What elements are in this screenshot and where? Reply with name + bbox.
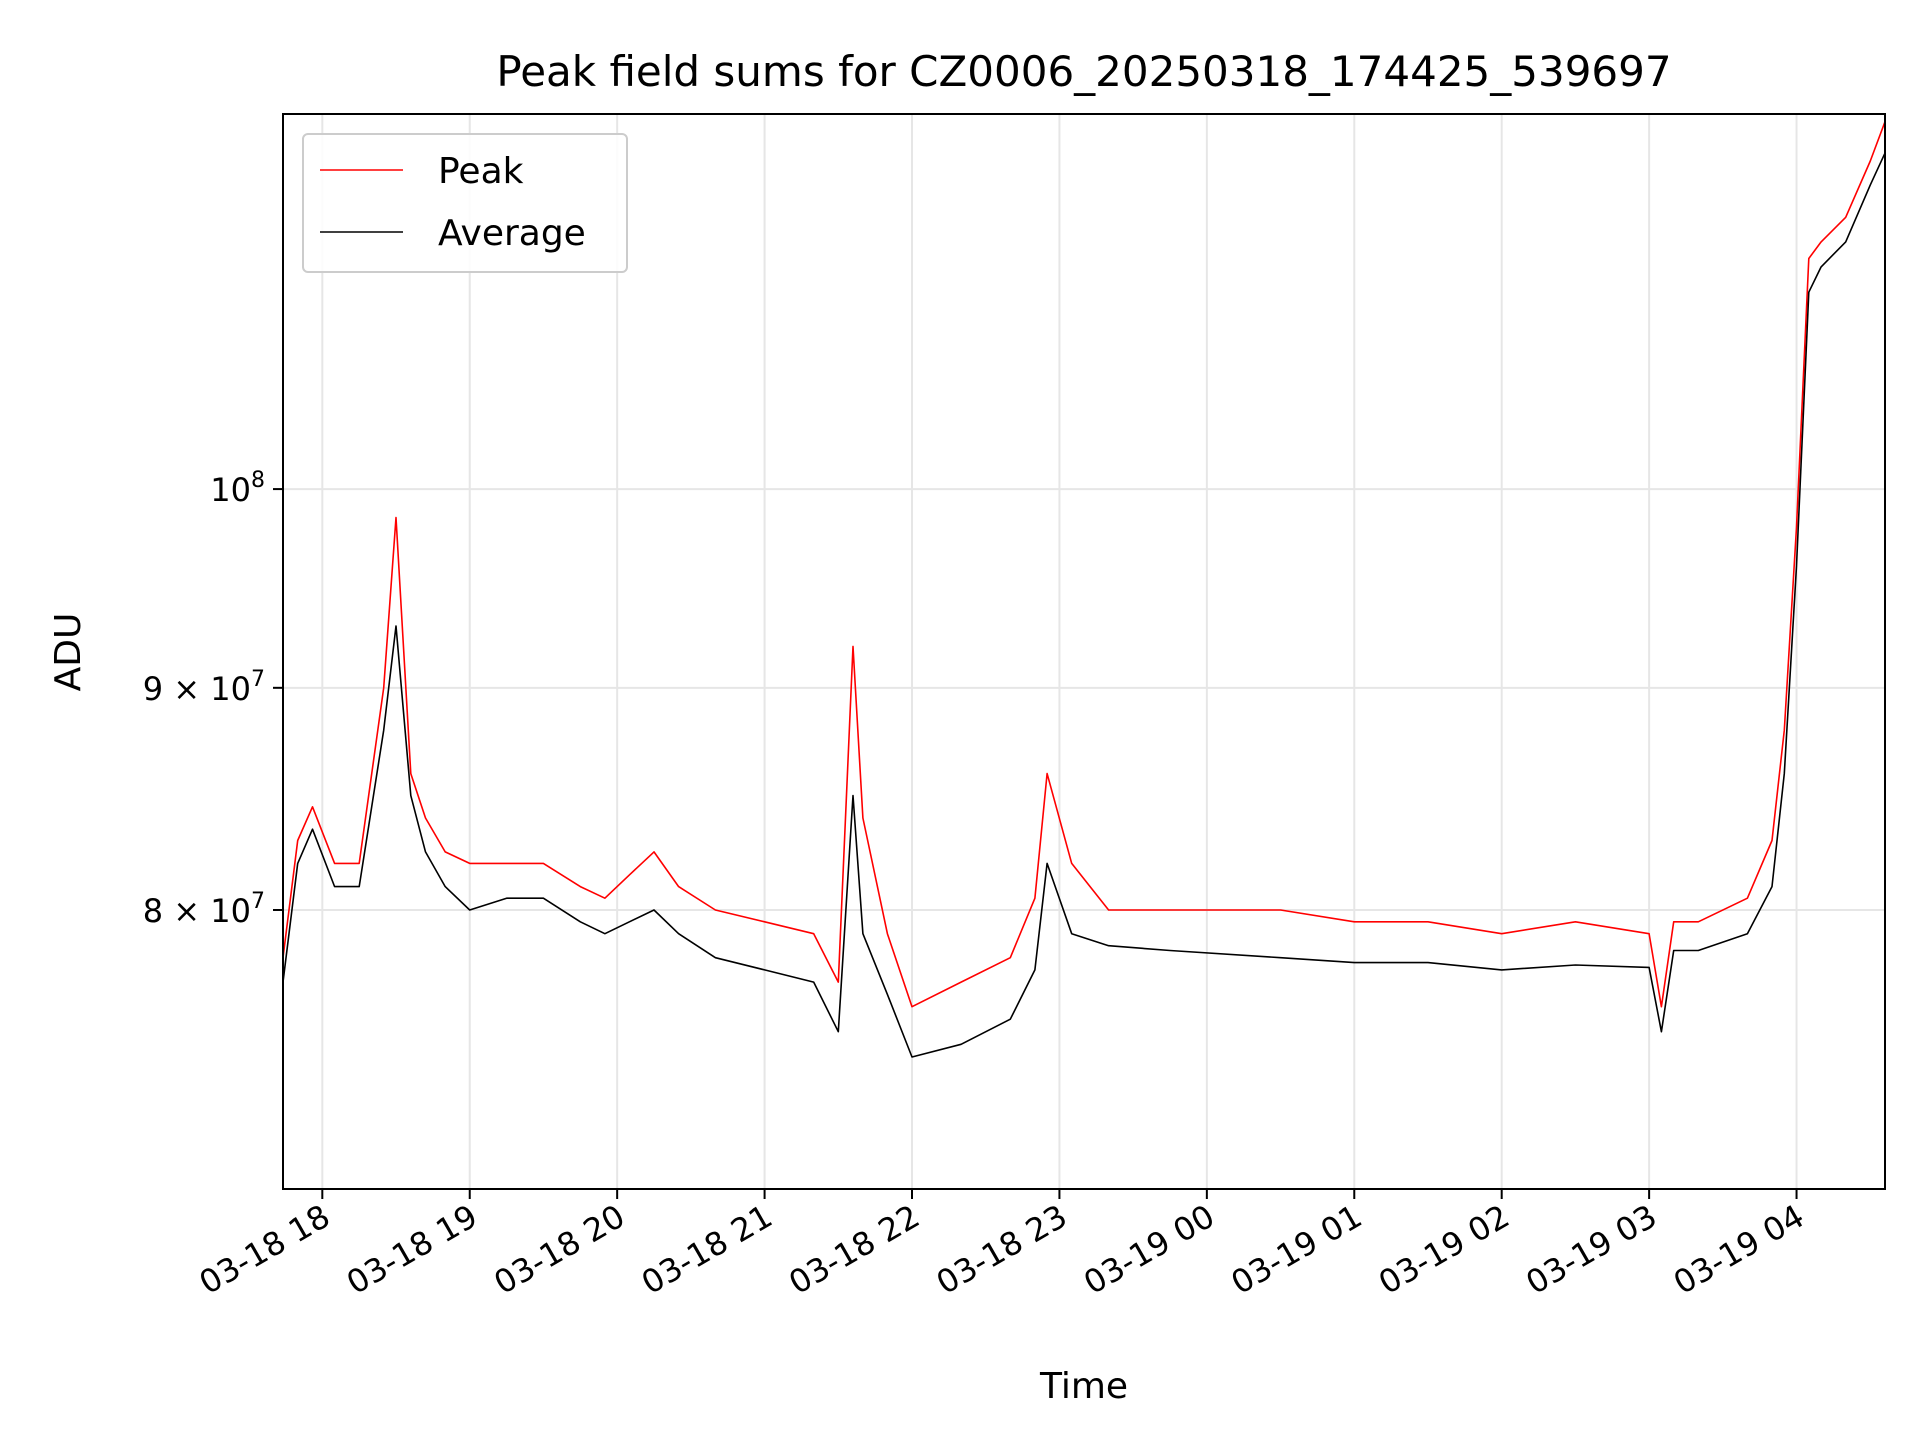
y-tick-exponent: 7 [251,889,265,914]
y-tick-base: 9 × 10 [143,670,251,708]
y-tick-exponent: 8 [251,468,265,493]
y-tick-label: 9 × 107 [143,667,265,708]
grid-lines [283,114,1885,1189]
plot-frame [282,113,1886,1190]
y-axis-label: ADU [48,613,89,692]
y-tick-exponent: 7 [251,667,265,692]
y-tick-base: 8 × 10 [143,892,251,930]
y-tick-base: 10 [210,471,251,509]
y-tick-label: 8 × 107 [143,889,265,930]
series-line-peak [282,121,1886,1008]
series-line-average [282,152,1886,1058]
series-layer [282,121,1886,1058]
legend-label-peak: Peak [438,151,524,192]
x-axis-label: Time [1039,1366,1128,1407]
legend: Peak Average [302,133,628,273]
chart-title: Peak field sums for CZ0006_20250318_1744… [496,47,1671,96]
legend-label-average: Average [438,213,586,254]
y-tick-label: 108 [210,468,265,509]
legend-box [302,133,628,273]
